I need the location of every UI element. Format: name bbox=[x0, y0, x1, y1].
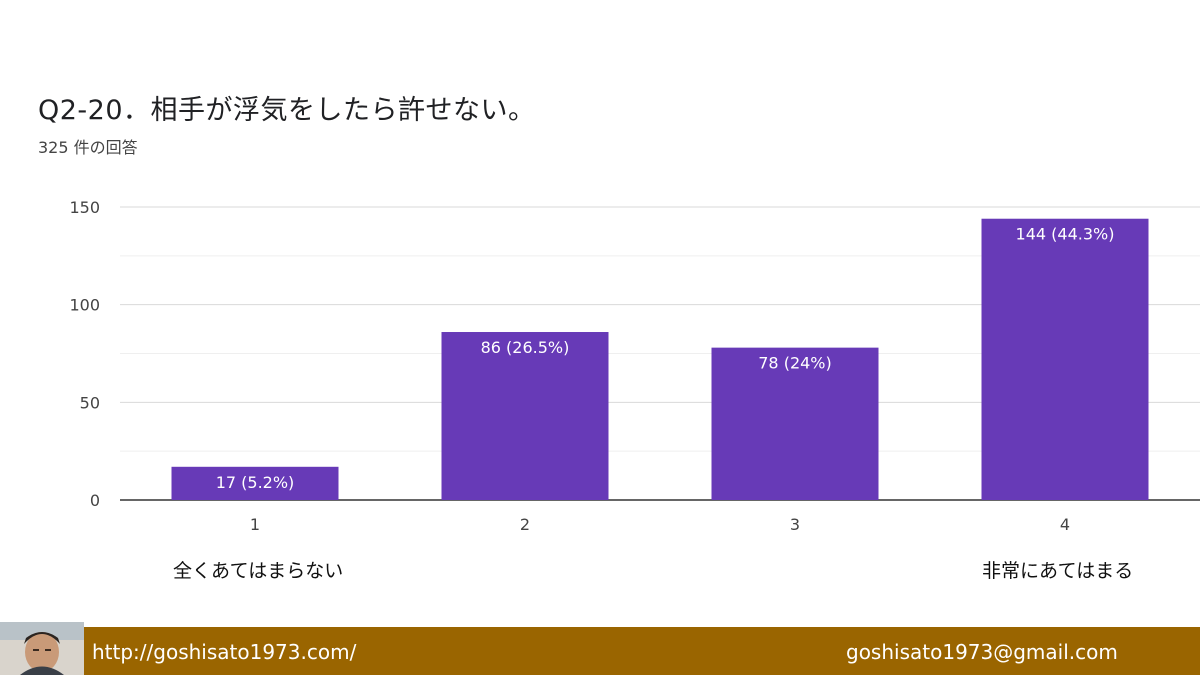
bar bbox=[441, 332, 609, 500]
bar-data-label: 17 (5.2%) bbox=[216, 473, 295, 492]
question-title: Q2-20．相手が浮気をしたら許せない。 bbox=[38, 95, 536, 126]
footer-url-link[interactable]: http://goshisato1973.com/ bbox=[92, 640, 357, 664]
x-tick-label: 4 bbox=[1060, 515, 1070, 534]
author-avatar bbox=[0, 622, 84, 675]
y-tick-label: 100 bbox=[69, 296, 100, 315]
x-tick-label: 2 bbox=[520, 515, 530, 534]
y-tick-label: 0 bbox=[90, 491, 100, 510]
scale-label-low: 全くあてはまらない bbox=[173, 560, 344, 582]
response-count: 325 件の回答 bbox=[38, 138, 138, 157]
footer-bar bbox=[0, 627, 1200, 675]
bar bbox=[711, 347, 879, 500]
bar bbox=[171, 466, 339, 500]
y-tick-label: 50 bbox=[80, 393, 100, 412]
x-tick-label: 3 bbox=[790, 515, 800, 534]
x-tick-label: 1 bbox=[250, 515, 260, 534]
y-tick-label: 150 bbox=[69, 198, 100, 217]
bar-chart: 0 50 100 150 17 (5.2%) 1 86 (26.5%) 2 78 (24%) 3 1… bbox=[69, 198, 1200, 534]
bar bbox=[981, 218, 1149, 500]
bar-data-label: 78 (24%) bbox=[758, 354, 832, 373]
bar-data-label: 86 (26.5%) bbox=[481, 338, 570, 357]
bar-data-label: 144 (44.3%) bbox=[1016, 225, 1115, 244]
footer-email[interactable]: goshisato1973@gmail.com bbox=[846, 640, 1118, 664]
scale-label-high: 非常にあてはまる bbox=[982, 560, 1134, 582]
